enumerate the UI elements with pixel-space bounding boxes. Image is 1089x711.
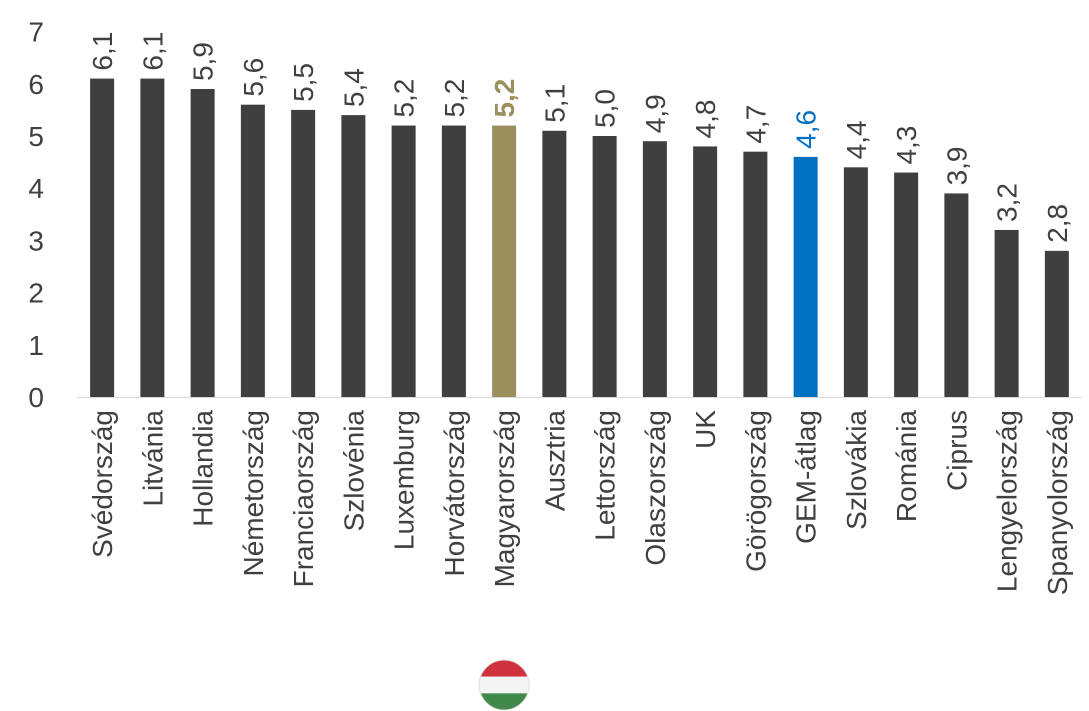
bar xyxy=(843,167,868,397)
data-label: 6,1 xyxy=(87,32,118,71)
bar xyxy=(291,109,316,398)
data-label: 3,9 xyxy=(941,146,972,185)
data-label: 5,2 xyxy=(389,79,420,118)
category-label: Románia xyxy=(891,410,922,522)
bar xyxy=(90,78,115,397)
data-label: 5,2 xyxy=(439,79,470,118)
y-tick-label: 3 xyxy=(28,225,44,256)
data-label: 4,9 xyxy=(640,94,671,133)
bar xyxy=(642,141,667,397)
bar xyxy=(492,125,517,397)
y-tick-label: 7 xyxy=(28,17,44,48)
data-label: 5,6 xyxy=(238,58,269,97)
bar xyxy=(793,156,818,397)
category-label: Ciprus xyxy=(941,410,972,491)
data-label: 5,9 xyxy=(188,42,219,81)
bar xyxy=(341,115,366,398)
data-label: 5,2 xyxy=(489,79,520,118)
category-label: Hollandia xyxy=(188,410,219,527)
data-label: 5,5 xyxy=(288,63,319,102)
data-label: 4,8 xyxy=(690,100,721,139)
category-label: Magyarország xyxy=(489,410,520,587)
category-label: Ausztria xyxy=(539,410,570,512)
bar xyxy=(240,104,265,398)
data-label: 4,4 xyxy=(841,120,872,159)
category-label: Szlovákia xyxy=(841,410,872,530)
data-label: 5,4 xyxy=(338,68,369,107)
bar xyxy=(391,125,416,397)
data-label: 4,6 xyxy=(791,110,822,149)
data-label: 6,1 xyxy=(137,32,168,71)
category-label: Szlovénia xyxy=(338,410,369,532)
bar xyxy=(944,193,969,397)
y-tick-label: 1 xyxy=(28,330,44,361)
bar xyxy=(1044,250,1069,397)
data-label: 4,3 xyxy=(891,126,922,165)
data-labels: 6,1 6,1 5,9 5,6 5,5 5,4 5,2 5,2 5,2 5,1 5,0 4,9 4,8 4… xyxy=(87,32,1073,243)
bar xyxy=(894,172,919,397)
category-label: Olaszország xyxy=(640,410,671,566)
category-label: GEM-átlag xyxy=(791,410,822,544)
bars xyxy=(90,78,1069,398)
category-label: Görögország xyxy=(740,410,771,572)
bar xyxy=(441,125,466,397)
y-tick-label: 5 xyxy=(28,121,44,152)
category-labels: Svédország Litvánia Hollandia Németország Fr… xyxy=(87,410,1073,596)
category-label: UK xyxy=(690,410,721,449)
data-label: 3,2 xyxy=(992,183,1023,222)
bar xyxy=(140,78,165,397)
bar xyxy=(743,151,768,397)
y-tick-label: 0 xyxy=(28,382,44,413)
category-label: Spanyolország xyxy=(1042,410,1073,595)
data-label: 2,8 xyxy=(1042,204,1073,243)
data-label: 5,0 xyxy=(590,89,621,128)
category-label: Litvánia xyxy=(137,410,168,507)
hungary-flag-icon xyxy=(478,659,530,711)
category-label: Luxemburg xyxy=(389,410,420,550)
category-label: Svédország xyxy=(87,410,118,558)
bar xyxy=(994,229,1019,397)
y-tick-label: 6 xyxy=(28,69,44,100)
bar xyxy=(190,89,215,398)
category-label: Lettország xyxy=(590,410,621,541)
bar xyxy=(693,146,718,397)
bar xyxy=(542,130,567,397)
category-label: Franciaország xyxy=(288,410,319,587)
category-label: Németország xyxy=(238,410,269,577)
y-tick-label: 4 xyxy=(28,173,44,204)
bar xyxy=(592,136,617,397)
data-label: 5,1 xyxy=(539,84,570,123)
data-label: 4,7 xyxy=(740,105,771,144)
category-label: Lengyelország xyxy=(992,410,1023,592)
y-axis: 0 1 2 3 4 5 6 7 xyxy=(28,17,44,413)
y-tick-label: 2 xyxy=(28,278,44,309)
category-label: Horvátország xyxy=(439,410,470,577)
